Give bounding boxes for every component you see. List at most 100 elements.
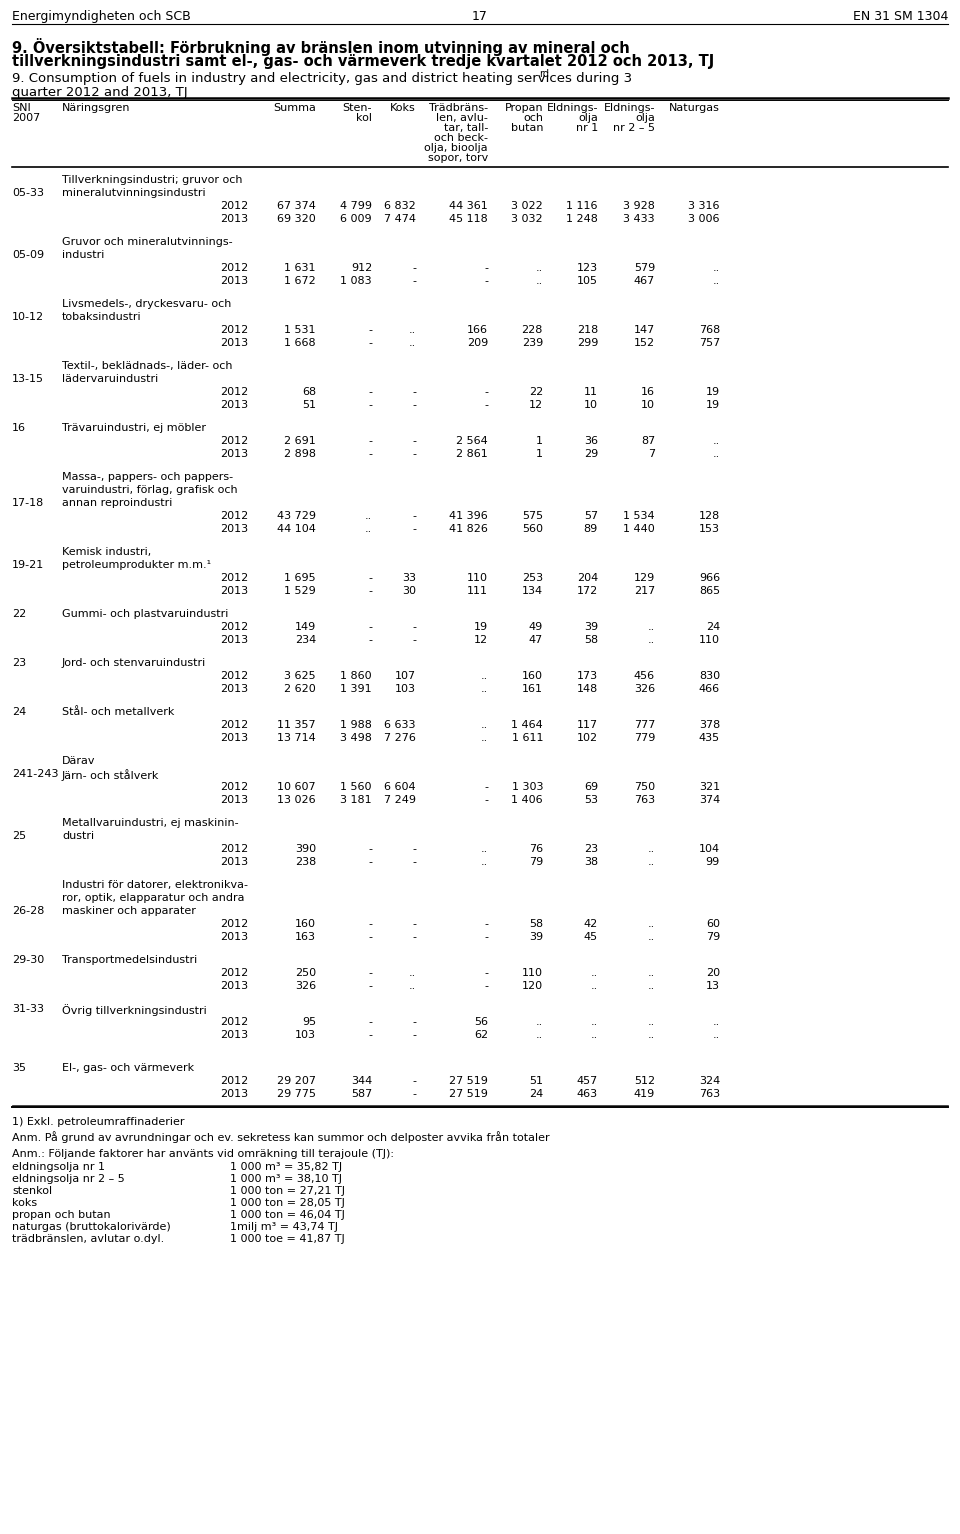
Text: 87: 87 bbox=[640, 436, 655, 446]
Text: 2 898: 2 898 bbox=[284, 449, 316, 459]
Text: -: - bbox=[412, 262, 416, 273]
Text: 1: 1 bbox=[536, 436, 543, 446]
Text: 57: 57 bbox=[584, 511, 598, 522]
Text: 89: 89 bbox=[584, 525, 598, 534]
Text: -: - bbox=[484, 933, 488, 942]
Text: -: - bbox=[368, 449, 372, 459]
Text: 134: 134 bbox=[522, 586, 543, 597]
Text: 29 207: 29 207 bbox=[277, 1075, 316, 1086]
Text: 1 406: 1 406 bbox=[512, 795, 543, 805]
Text: -: - bbox=[368, 1029, 372, 1040]
Text: 1 000 ton = 27,21 TJ: 1 000 ton = 27,21 TJ bbox=[230, 1186, 345, 1197]
Text: ..: .. bbox=[590, 1029, 598, 1040]
Text: 56: 56 bbox=[474, 1017, 488, 1026]
Text: 161: 161 bbox=[522, 684, 543, 693]
Text: 750: 750 bbox=[634, 782, 655, 792]
Text: 10 607: 10 607 bbox=[277, 782, 316, 792]
Text: -: - bbox=[368, 635, 372, 644]
Text: 62: 62 bbox=[474, 1029, 488, 1040]
Text: 29-30: 29-30 bbox=[12, 956, 44, 965]
Text: -: - bbox=[412, 387, 416, 397]
Text: 36: 36 bbox=[584, 436, 598, 446]
Text: 2012: 2012 bbox=[220, 621, 248, 632]
Text: Eldnings-: Eldnings- bbox=[546, 103, 598, 114]
Text: 120: 120 bbox=[522, 982, 543, 991]
Text: 1 248: 1 248 bbox=[566, 215, 598, 224]
Text: Övrig tillverkningsindustri: Övrig tillverkningsindustri bbox=[62, 1003, 206, 1016]
Text: 2007: 2007 bbox=[12, 114, 40, 123]
Text: ..: .. bbox=[712, 1029, 720, 1040]
Text: -: - bbox=[368, 574, 372, 583]
Text: ..: .. bbox=[481, 844, 488, 854]
Text: ..: .. bbox=[648, 1029, 655, 1040]
Text: -: - bbox=[484, 387, 488, 397]
Text: -: - bbox=[484, 919, 488, 930]
Text: tobaksindustri: tobaksindustri bbox=[62, 311, 142, 322]
Text: 1milj m³ = 43,74 TJ: 1milj m³ = 43,74 TJ bbox=[230, 1223, 338, 1232]
Text: 2013: 2013 bbox=[220, 635, 248, 644]
Text: -: - bbox=[412, 525, 416, 534]
Text: 35: 35 bbox=[12, 1063, 26, 1072]
Text: -: - bbox=[412, 400, 416, 410]
Text: 575: 575 bbox=[522, 511, 543, 522]
Text: 1 529: 1 529 bbox=[284, 586, 316, 597]
Text: 9. Översiktstabell: Förbrukning av bränslen inom utvinning av mineral och: 9. Översiktstabell: Förbrukning av bräns… bbox=[12, 38, 630, 57]
Text: 1 440: 1 440 bbox=[623, 525, 655, 534]
Text: ..: .. bbox=[481, 670, 488, 681]
Text: 27 519: 27 519 bbox=[449, 1075, 488, 1086]
Text: 44 104: 44 104 bbox=[277, 525, 316, 534]
Text: -: - bbox=[412, 436, 416, 446]
Text: 1 631: 1 631 bbox=[284, 262, 316, 273]
Text: ..: .. bbox=[590, 1017, 598, 1026]
Text: 110: 110 bbox=[699, 635, 720, 644]
Text: -: - bbox=[484, 968, 488, 979]
Text: 830: 830 bbox=[699, 670, 720, 681]
Text: 105: 105 bbox=[577, 276, 598, 285]
Text: 51: 51 bbox=[529, 1075, 543, 1086]
Text: 2013: 2013 bbox=[220, 858, 248, 867]
Text: ..: .. bbox=[648, 858, 655, 867]
Text: -: - bbox=[368, 968, 372, 979]
Text: petroleumprodukter m.m.¹: petroleumprodukter m.m.¹ bbox=[62, 560, 211, 571]
Text: 463: 463 bbox=[577, 1089, 598, 1098]
Text: 23: 23 bbox=[12, 658, 26, 667]
Text: 2012: 2012 bbox=[220, 968, 248, 979]
Text: 1 000 toe = 41,87 TJ: 1 000 toe = 41,87 TJ bbox=[230, 1233, 345, 1244]
Text: -: - bbox=[412, 621, 416, 632]
Text: 24: 24 bbox=[706, 621, 720, 632]
Text: rd: rd bbox=[540, 69, 549, 78]
Text: ..: .. bbox=[648, 919, 655, 930]
Text: 19: 19 bbox=[706, 387, 720, 397]
Text: ..: .. bbox=[481, 858, 488, 867]
Text: -: - bbox=[368, 933, 372, 942]
Text: 2013: 2013 bbox=[220, 337, 248, 348]
Text: quarter 2012 and 2013, TJ: quarter 2012 and 2013, TJ bbox=[12, 86, 187, 100]
Text: -: - bbox=[412, 1075, 416, 1086]
Text: 777: 777 bbox=[634, 719, 655, 730]
Text: -: - bbox=[368, 337, 372, 348]
Text: 419: 419 bbox=[634, 1089, 655, 1098]
Text: 2012: 2012 bbox=[220, 436, 248, 446]
Text: -: - bbox=[368, 400, 372, 410]
Text: -: - bbox=[368, 919, 372, 930]
Text: 107: 107 bbox=[395, 670, 416, 681]
Text: 173: 173 bbox=[577, 670, 598, 681]
Text: 110: 110 bbox=[467, 574, 488, 583]
Text: ..: .. bbox=[481, 733, 488, 742]
Text: Gummi- och plastvaruindustri: Gummi- och plastvaruindustri bbox=[62, 609, 228, 620]
Text: 11: 11 bbox=[584, 387, 598, 397]
Text: -: - bbox=[412, 844, 416, 854]
Text: 865: 865 bbox=[699, 586, 720, 597]
Text: 2013: 2013 bbox=[220, 215, 248, 224]
Text: Gruvor och mineralutvinnings-: Gruvor och mineralutvinnings- bbox=[62, 236, 232, 247]
Text: ..: .. bbox=[712, 262, 720, 273]
Text: 16: 16 bbox=[12, 423, 26, 433]
Text: -: - bbox=[484, 795, 488, 805]
Text: 1: 1 bbox=[536, 449, 543, 459]
Text: 11 357: 11 357 bbox=[277, 719, 316, 730]
Text: 204: 204 bbox=[577, 574, 598, 583]
Text: koks: koks bbox=[12, 1198, 37, 1207]
Text: -: - bbox=[484, 262, 488, 273]
Text: dustri: dustri bbox=[62, 831, 94, 841]
Text: 148: 148 bbox=[577, 684, 598, 693]
